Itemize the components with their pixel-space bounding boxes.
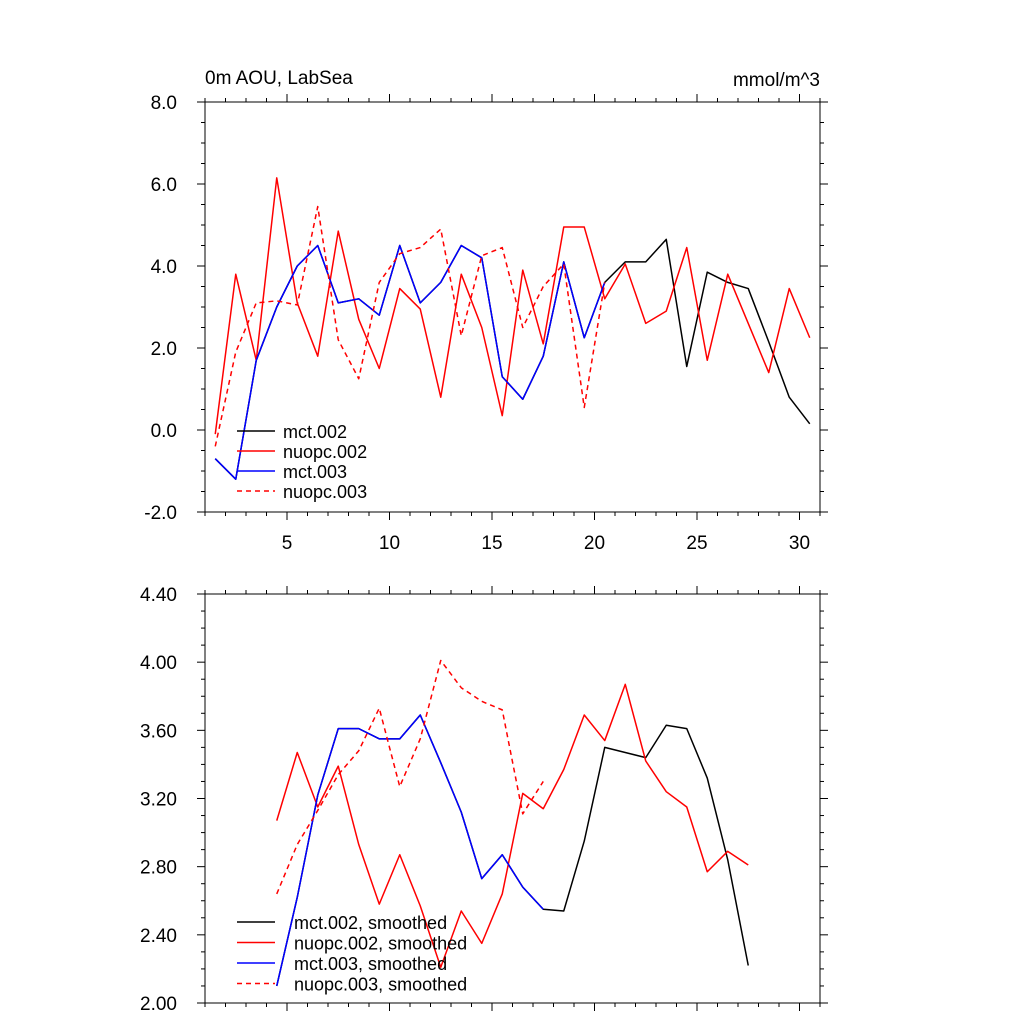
- legend-label: mct.002: [283, 422, 347, 442]
- top-panel: 0m AOU, LabSea mmol/m^3 5 10 15 20 25 30 -2.0 0…: [144, 68, 828, 554]
- x-tick-label: 15: [481, 533, 502, 554]
- series-line-nuopc-002-smoothed: [276, 683, 749, 968]
- series-line-mct-003: [214, 244, 606, 480]
- y-tick-label: 0.0: [151, 421, 177, 442]
- series-line-nuopc-002: [214, 177, 811, 435]
- series-line-nuopc-003: [214, 205, 606, 447]
- y-tick-label: 8.0: [151, 93, 177, 114]
- chart-title: 0m AOU, LabSea: [205, 68, 353, 89]
- y-tick-label: 3.60: [140, 721, 177, 742]
- y-tick-label: 2.80: [140, 858, 177, 879]
- x-tick-label: 30: [789, 533, 810, 554]
- y-tick-label: 2.00: [140, 994, 177, 1015]
- chart-units: mmol/m^3: [733, 70, 820, 91]
- series-line-nuopc-003-smoothed: [276, 659, 544, 895]
- legend-label: nuopc.003: [283, 482, 367, 502]
- x-tick-label: 10: [379, 533, 400, 554]
- y-tick-label: 2.40: [140, 926, 177, 947]
- y-tick-label: 6.0: [151, 175, 177, 196]
- legend-label: nuopc.003, smoothed: [294, 975, 467, 995]
- y-tick-label: 4.0: [151, 257, 177, 278]
- legend-label: mct.003, smoothed: [294, 954, 447, 974]
- legend-label: mct.003: [283, 462, 347, 482]
- y-tick-label: -2.0: [144, 503, 177, 524]
- legend-label: nuopc.002: [283, 442, 367, 462]
- x-tick-label: 25: [686, 533, 707, 554]
- y-tick-label: 4.00: [140, 653, 177, 674]
- x-tick-label: 20: [584, 533, 605, 554]
- y-tick-label: 4.40: [140, 585, 177, 606]
- bottom-panel: 2.00 2.40 2.80 3.20 3.60 4.00 4.40 mct.002, smo…: [140, 585, 828, 1015]
- legend-label: nuopc.002, smoothed: [294, 934, 467, 954]
- y-tick-label: 3.20: [140, 790, 177, 811]
- x-tick-label: 5: [282, 533, 293, 554]
- legend-label: mct.002, smoothed: [294, 913, 447, 933]
- series-line-mct-003-smoothed: [276, 714, 544, 987]
- y-tick-label: 2.0: [151, 339, 177, 360]
